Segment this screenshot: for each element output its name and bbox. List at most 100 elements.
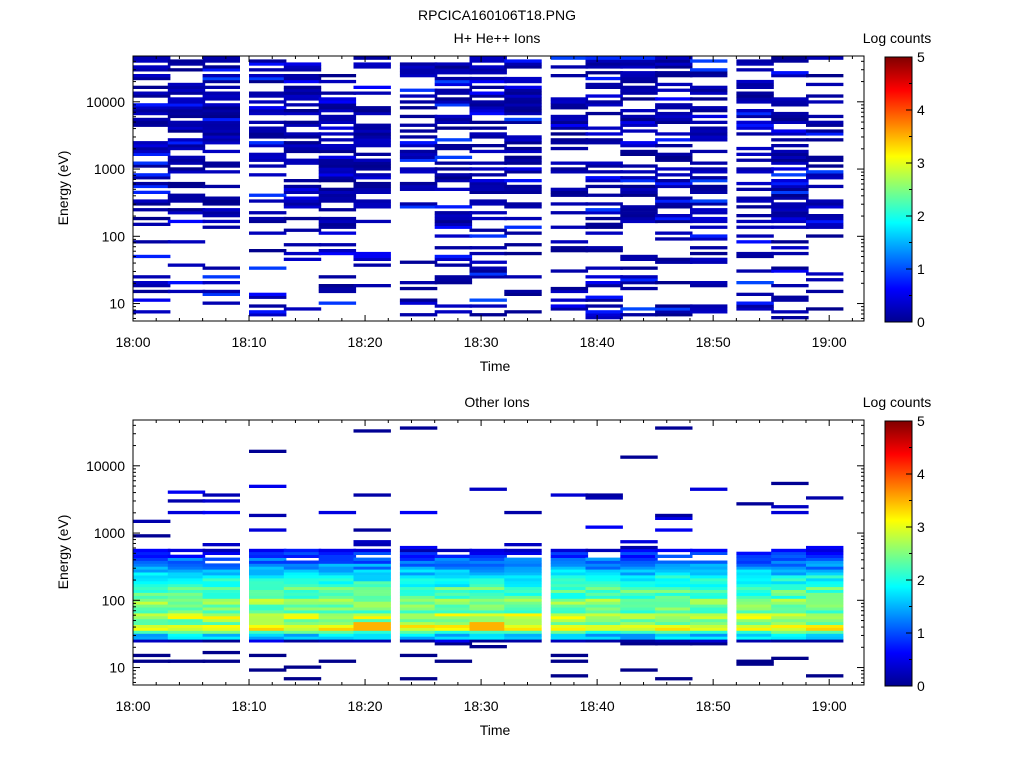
heatmap-cell — [690, 580, 728, 585]
heatmap-cell — [736, 589, 774, 593]
heatmap-cell — [399, 578, 438, 582]
heatmap-cell — [283, 79, 322, 84]
heatmap-cell — [771, 630, 809, 634]
heatmap-cell — [133, 601, 171, 605]
heatmap-cell — [736, 569, 774, 573]
heatmap-cell — [771, 240, 809, 244]
heatmap-cell — [133, 111, 171, 116]
heatmap-cell — [283, 677, 322, 681]
heatmap-cell — [585, 164, 623, 168]
heatmap-cell — [585, 636, 623, 640]
heatmap-cell — [399, 94, 438, 98]
heatmap-cell — [655, 304, 693, 308]
heatmap-cell — [318, 190, 357, 194]
heatmap-cell — [283, 85, 322, 89]
heatmap-cell — [736, 563, 774, 567]
heatmap-cell — [620, 76, 658, 81]
heatmap-cell — [806, 618, 844, 623]
heatmap-cell — [167, 240, 206, 244]
heatmap-cell — [736, 126, 774, 130]
heatmap-cell — [353, 621, 391, 625]
x-tick-label: 18:20 — [348, 698, 383, 714]
heatmap-cell — [655, 554, 693, 558]
heatmap-cell — [469, 269, 507, 273]
heatmap-cell — [249, 152, 287, 156]
heatmap-cell — [133, 298, 171, 302]
heatmap-cell — [690, 74, 728, 78]
heatmap-cell — [690, 615, 728, 620]
heatmap-cell — [399, 135, 438, 139]
heatmap-cell — [690, 589, 728, 593]
colorbar-ticks-h-he: 0 1 2 3 4 5 — [906, 49, 925, 330]
heatmap-cell — [690, 548, 728, 553]
heatmap-cell — [167, 583, 206, 588]
heatmap-cell — [434, 173, 473, 177]
heatmap-cell — [585, 56, 623, 60]
heatmap-cell — [690, 129, 728, 133]
heatmap-cell — [771, 161, 809, 165]
heatmap-cell — [620, 583, 658, 588]
heatmap-cell — [353, 254, 391, 259]
heatmap-cell — [690, 487, 728, 491]
heatmap-cell — [353, 144, 391, 148]
heatmap-cell — [399, 187, 438, 191]
heatmap-cell — [771, 578, 809, 582]
xlabel-other: Time — [480, 722, 511, 738]
heatmap-cell — [736, 566, 774, 570]
heatmap-cell — [504, 580, 542, 585]
heatmap-cell — [550, 286, 589, 291]
heatmap-cell — [655, 566, 693, 570]
heatmap-cell — [771, 214, 809, 218]
heatmap-cell — [249, 557, 287, 561]
heatmap-cell — [504, 624, 542, 628]
heatmap-cell — [469, 566, 507, 570]
heatmap-cell — [690, 601, 728, 605]
heatmap-cell — [771, 181, 809, 186]
heatmap-cell — [318, 284, 357, 288]
heatmap-cell — [585, 225, 623, 229]
heatmap-cell — [655, 106, 693, 110]
y-tick-label: 1000 — [94, 525, 125, 541]
heatmap-cell — [167, 155, 206, 159]
heatmap-cell — [202, 161, 240, 165]
heatmap-cell — [353, 601, 391, 605]
heatmap-cell — [167, 659, 206, 663]
heatmap-cell — [585, 580, 623, 585]
heatmap-cell — [736, 234, 774, 238]
heatmap-cell — [690, 126, 728, 130]
heatmap-cell — [434, 117, 473, 122]
heatmap-cell — [690, 551, 728, 555]
heatmap-cell — [655, 313, 693, 317]
heatmap-cell — [283, 595, 322, 599]
heatmap-cell — [585, 82, 623, 87]
heatmap-cell — [249, 59, 287, 63]
heatmap-cell — [283, 554, 322, 558]
heatmap-cell — [202, 65, 240, 69]
colorbar-tick-label: 3 — [917, 155, 925, 171]
heatmap-cell — [550, 592, 589, 596]
heatmap-cell — [318, 167, 357, 171]
heatmap-cell — [620, 123, 658, 127]
heatmap-cell — [620, 455, 658, 459]
heatmap-cell — [620, 607, 658, 611]
heatmap-cell — [806, 114, 844, 119]
heatmap-cell — [690, 569, 728, 573]
heatmap-cell — [202, 74, 240, 78]
heatmap-cell — [133, 289, 171, 294]
heatmap-cell — [353, 257, 391, 261]
heatmap-cell — [806, 176, 844, 180]
heatmap-cell — [806, 120, 844, 124]
heatmap-cell — [202, 59, 240, 63]
heatmap-cell — [202, 219, 240, 224]
heatmap-cell — [504, 560, 542, 564]
heatmap-cell — [353, 604, 391, 608]
heatmap-cell — [167, 141, 206, 145]
heatmap-cell — [655, 578, 693, 582]
heatmap-cell — [434, 88, 473, 92]
heatmap-cell — [283, 598, 322, 602]
heatmap-cell — [736, 158, 774, 162]
heatmap-cell — [655, 152, 693, 156]
heatmap-cell — [469, 260, 507, 264]
heatmap-cell — [690, 642, 728, 646]
heatmap-cell — [736, 187, 774, 191]
